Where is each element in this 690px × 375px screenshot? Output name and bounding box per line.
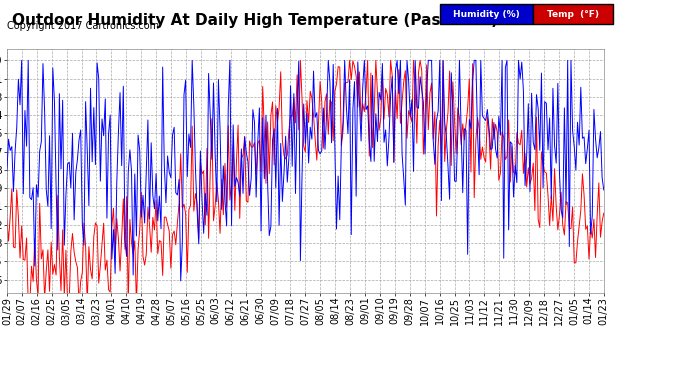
Text: Humidity (%): Humidity (%) bbox=[453, 10, 520, 18]
Text: Temp  (°F): Temp (°F) bbox=[547, 10, 599, 18]
Text: Outdoor Humidity At Daily High Temperature (Past Year) 20170129: Outdoor Humidity At Daily High Temperatu… bbox=[12, 13, 589, 28]
Text: Copyright 2017 Cartronics.com: Copyright 2017 Cartronics.com bbox=[7, 21, 159, 31]
